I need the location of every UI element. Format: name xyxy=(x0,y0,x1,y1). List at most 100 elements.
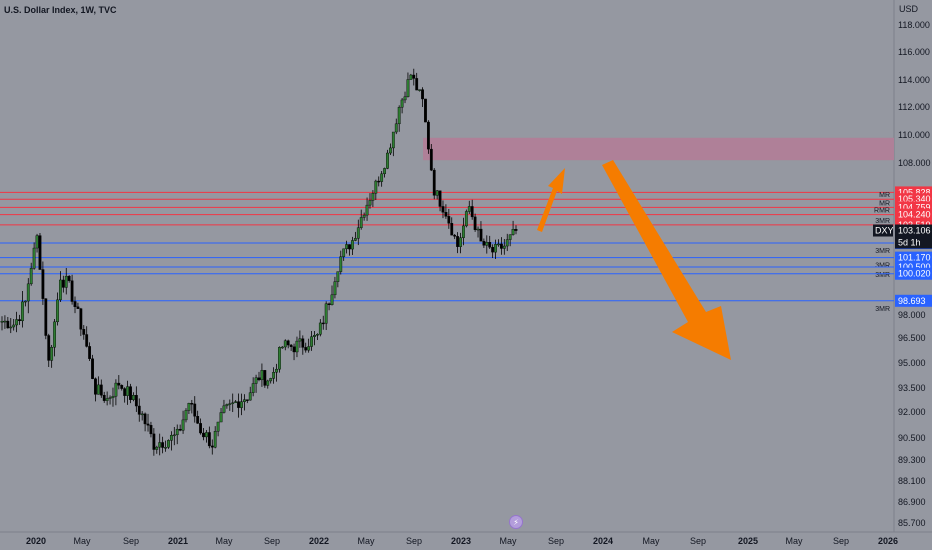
replay-icon-circle[interactable] xyxy=(509,515,523,529)
candle-body xyxy=(64,275,68,288)
red-price-badge-text: 105.828 xyxy=(898,187,931,197)
blue-price-badge xyxy=(895,267,932,280)
candle-body xyxy=(111,395,115,398)
candle-body xyxy=(307,346,311,351)
candle-body xyxy=(47,335,51,361)
candle-body xyxy=(278,347,281,370)
x-tick-label: 2023 xyxy=(451,536,471,546)
candle-body xyxy=(12,324,16,328)
supply-zone xyxy=(423,137,894,161)
candle-body xyxy=(61,279,65,288)
candle-body xyxy=(167,440,170,448)
candle-body xyxy=(464,211,468,227)
candle-body xyxy=(190,403,194,405)
supply-zone-layer xyxy=(423,137,894,161)
y-tick-label: 88.100 xyxy=(898,476,926,486)
candle-body xyxy=(286,340,290,346)
candle-body xyxy=(426,121,430,150)
candle-body xyxy=(143,413,147,425)
candle-body xyxy=(310,336,313,347)
candle-body xyxy=(205,432,208,438)
x-tick-label: Sep xyxy=(690,536,706,546)
candle-body xyxy=(383,168,386,175)
plot-area[interactable] xyxy=(0,0,894,550)
candle-body xyxy=(482,240,486,246)
candle-body xyxy=(304,347,308,351)
candle-body xyxy=(473,216,477,230)
candle-body xyxy=(234,401,238,403)
candle-body xyxy=(497,243,500,246)
candle-body xyxy=(397,107,401,125)
red-level-label: MR xyxy=(879,200,890,207)
candle-body xyxy=(228,403,232,405)
candle-body xyxy=(318,322,322,335)
candle-body xyxy=(298,338,302,342)
price-badges: 105.828105.340104.759104.240103.510102.2… xyxy=(873,186,932,307)
candle-body xyxy=(146,423,150,426)
candle-body xyxy=(406,79,410,97)
x-tick-label: May xyxy=(499,536,517,546)
candle-body xyxy=(333,281,337,296)
candle-body xyxy=(219,412,223,423)
candle-body xyxy=(76,306,80,309)
candle-body xyxy=(240,401,243,408)
candle-body xyxy=(316,334,319,336)
candle-body xyxy=(435,190,439,196)
blue-price-badge xyxy=(895,251,932,264)
blue-price-badge-text: 98.693 xyxy=(898,296,926,306)
candle-body xyxy=(225,404,229,407)
candle-body xyxy=(313,335,316,337)
candle-body xyxy=(348,244,351,250)
blue-level-label: 3MR xyxy=(875,263,890,270)
candle-body xyxy=(164,447,167,449)
x-tick-label: 2025 xyxy=(738,536,758,546)
candle-body xyxy=(26,283,30,302)
candle-body xyxy=(429,148,433,171)
candle-body xyxy=(96,384,100,395)
candle-body xyxy=(415,78,419,91)
replay-icon[interactable]: ⚡ xyxy=(509,515,523,529)
candle-body xyxy=(336,271,340,282)
y-tick-label: 116.000 xyxy=(898,47,930,57)
candle-body xyxy=(237,401,240,408)
candle-body xyxy=(85,334,89,347)
y-tick-label: 112.000 xyxy=(898,102,930,112)
candle-body xyxy=(283,340,287,348)
candle-body xyxy=(161,442,165,448)
candle-body xyxy=(403,96,407,101)
candle-body xyxy=(394,123,398,133)
x-tick-label: Sep xyxy=(833,536,849,546)
candle-body xyxy=(199,423,202,434)
candle-body xyxy=(476,228,480,231)
candle-body xyxy=(391,131,395,149)
candle-body xyxy=(29,268,33,285)
candle-body xyxy=(175,428,179,436)
y-tick-label: 93.500 xyxy=(898,383,926,393)
y-tick-label: 108.000 xyxy=(898,158,931,168)
currency-label: USD xyxy=(899,4,919,14)
red-price-badge-text: 104.240 xyxy=(898,210,931,220)
candle-body xyxy=(67,275,71,281)
candle-body xyxy=(193,403,197,417)
candle-body xyxy=(371,193,375,201)
x-tick-label: May xyxy=(73,536,91,546)
y-tick-label: 90.500 xyxy=(898,433,926,443)
candle-body xyxy=(44,298,48,336)
candle-body xyxy=(386,152,389,169)
candle-body xyxy=(502,245,506,249)
candle-body xyxy=(254,377,258,384)
countdown-text: 5d 1h xyxy=(898,238,921,248)
candle-body xyxy=(41,269,45,299)
chart-title: U.S. Dollar Index, 1W, TVC xyxy=(4,5,117,15)
candle-body xyxy=(450,223,454,236)
candle-body xyxy=(351,240,354,250)
candle-body xyxy=(356,227,360,239)
x-tick-label: Sep xyxy=(264,536,280,546)
candle-body xyxy=(374,180,378,194)
candle-body xyxy=(18,319,21,322)
candle-body xyxy=(511,229,515,235)
candle-body xyxy=(456,236,459,247)
candle-body xyxy=(377,180,381,183)
